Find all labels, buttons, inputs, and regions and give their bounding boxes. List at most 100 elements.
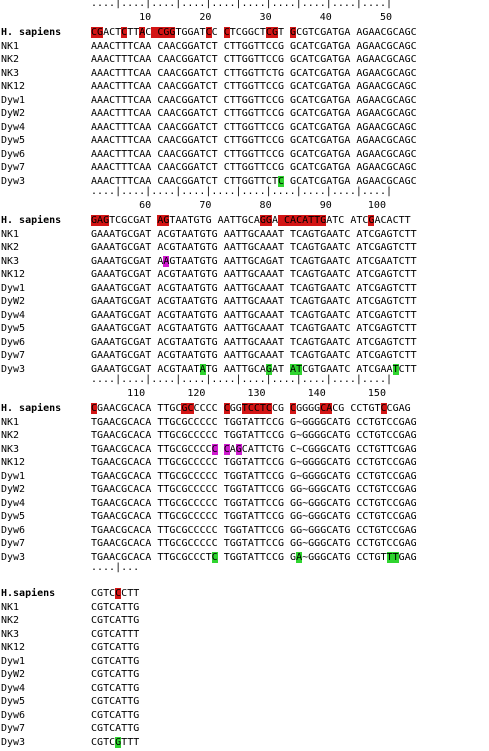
sequence-row: GAAATGCGAT ACGTAATGTG AATTGCAAAT TCAGTGA…	[91, 309, 417, 321]
highlighted-base: G	[169, 27, 176, 38]
sequence-row: AAACTTTCAA CAACGGATCT CTTGGTTCCG GCATCGA…	[91, 40, 417, 52]
highlighted-base: C	[91, 27, 98, 38]
highlighted-base: A	[290, 215, 297, 226]
species-label: Dyw5	[1, 323, 26, 334]
highlighted-base: G	[91, 215, 98, 226]
highlighted-base: A	[199, 363, 206, 375]
highlighted-base: A	[302, 215, 309, 226]
highlighted-base: G	[320, 215, 327, 226]
species-label: Dyw4	[1, 682, 26, 694]
sequence-row: GAAATGCGAT ACGTAATGTG AATTGCAAAT TCAGTGA…	[91, 350, 417, 361]
highlighted-base: C	[211, 551, 218, 563]
sequence-row: TGAACGCACA TTGCGCCCCC TGGTATTCCG GG~GGGC…	[91, 497, 417, 509]
highlighted-base: G	[259, 215, 266, 226]
species-label: NK12	[1, 269, 26, 280]
ruler-ticks: ....|...	[91, 562, 140, 573]
highlighted-base: C	[277, 175, 284, 187]
species-label: Dyw6	[1, 709, 26, 721]
highlighted-base: G	[97, 27, 104, 38]
species-label: Dyw7	[1, 162, 26, 173]
sequence-row: CGTCATTT	[91, 628, 140, 640]
sequence-row: CGTCATTG	[91, 669, 140, 680]
ruler-number: 20	[199, 12, 212, 23]
highlighted-base	[277, 215, 284, 226]
sequence-row: AAACTTTCAA CAACGGATCT CTTGGTTCCG GCATCGA…	[91, 54, 417, 65]
highlighted-base: C	[320, 403, 327, 414]
sequence-row: GAAATGCGAT ACGTAATGTG AATTGCAAAT TCAGTGA…	[91, 242, 417, 253]
ruler-number: 140	[307, 388, 326, 399]
ruler-number: 70	[199, 200, 212, 211]
species-label: Dyw4	[1, 497, 26, 509]
sequence-row: GAAATGCGAT ACGTAATGTG AATTGCAAAT TCAGTGA…	[91, 296, 417, 307]
sequence-row: AAACTTTCAA CAACGGATCT CTTGGTTCTC GCATCGA…	[91, 175, 417, 187]
sequence-row: GAAATGCGAT ACGTAATATG AATTGCAGAT ATCGTGA…	[91, 363, 417, 375]
sequence-row: GAAATGCGAT ACGTAATGTG AATTGCAAAT TCAGTGA…	[91, 336, 417, 348]
highlighted-base: T	[241, 403, 248, 414]
sequence-row: CGAACGCACA TTGCGCCCCC CGGTCCTCCG CGGGGCA…	[91, 403, 411, 414]
sequence-row: CGACTCTTAC CGGTGGATCC CTCGGCTCGT GCGTCGA…	[91, 27, 417, 38]
highlighted-base: T	[392, 363, 399, 375]
highlighted-base: T	[386, 551, 393, 563]
sequence-row: CGTCATTG	[91, 601, 140, 613]
highlighted-base: A	[326, 403, 333, 414]
sequence-row: CGTCATTG	[91, 696, 140, 707]
species-label: NK1	[1, 228, 20, 240]
species-label: NK12	[1, 642, 26, 653]
species-label: Dyw5	[1, 135, 26, 146]
highlighted-base: G	[271, 27, 278, 38]
species-label: NK3	[1, 67, 20, 79]
sequence-row: GAAATGCGAT AAGTAATGTG AATTGCAGAT TCAGTGA…	[91, 255, 417, 267]
sequence-row: TGAACGCACA TTGCGCCCTC TGGTATTCCG GA~GGGC…	[91, 551, 417, 563]
sequence-row: AAACTTTCAA CAACGGATCT CTTGGTTCTG GCATCGA…	[91, 67, 417, 79]
ruler-number: 40	[319, 12, 332, 23]
ruler-number: 30	[259, 12, 272, 23]
highlighted-base: C	[187, 403, 194, 414]
highlighted-base: G	[181, 403, 188, 414]
species-label: Dyw1	[1, 470, 26, 482]
sequence-row: GAAATGCGAT ACGTAATGTG AATTGCAAAT TCAGTGA…	[91, 323, 417, 334]
species-label: Dyw7	[1, 350, 26, 361]
highlighted-base: G	[290, 27, 297, 38]
species-label: Dyw3	[1, 551, 26, 563]
sequence-row: GAGTCGCGAT AGTAATGTG AATTGCAGGA CACATTGA…	[91, 215, 411, 226]
highlighted-base: C	[223, 403, 230, 414]
highlighted-base: C	[265, 27, 272, 38]
ruler-number: 10	[139, 12, 152, 23]
sequence-row: TGAACGCACA TTGCGCCCCC TGGTATTCCG G~GGGGC…	[91, 430, 417, 441]
sequence-row: CGTCCCTT	[91, 588, 140, 599]
sequence-row: AAACTTTCAA CAACGGATCT CTTGGTTCCG GCATCGA…	[91, 81, 417, 92]
highlighted-base: T	[392, 551, 399, 563]
species-label: NK12	[1, 81, 26, 92]
sequence-row: CGTCATTG	[91, 709, 140, 721]
highlighted-base: G	[115, 736, 122, 748]
species-label: NK3	[1, 255, 20, 267]
sequence-row: TGAACGCACA TTGCGCCCCC CAGCATTCTG C~CGGGC…	[91, 443, 417, 455]
species-label: NK2	[1, 430, 20, 441]
highlighted-base: A	[139, 27, 146, 38]
highlighted-base: G	[163, 27, 170, 38]
species-label: NK12	[1, 457, 26, 468]
highlighted-base: C	[380, 403, 387, 414]
sequence-row: CGTCATTG	[91, 723, 140, 734]
species-label: Dyw1	[1, 94, 26, 106]
sequence-row: CGTCATTG	[91, 615, 140, 626]
highlighted-base: T	[259, 403, 266, 414]
highlighted-base: C	[253, 403, 260, 414]
ruler-number: 150	[367, 388, 386, 399]
highlighted-base: C	[284, 215, 291, 226]
species-label: DyW2	[1, 108, 26, 119]
highlighted-base: C	[290, 403, 297, 414]
sequence-row: TGAACGCACA TTGCGCCCCC TGGTATTCCG GG~GGGC…	[91, 511, 417, 522]
sequence-row: TGAACGCACA TTGCGCCCCC TGGTATTCCG G~GGGGC…	[91, 457, 417, 468]
ruler-number: 60	[139, 200, 152, 211]
highlighted-base: G	[163, 215, 170, 226]
highlighted-base: C	[296, 215, 303, 226]
highlighted-base: T	[314, 215, 321, 226]
highlighted-base: C	[91, 403, 98, 414]
species-label: H. sapiens	[1, 403, 62, 414]
species-label: H. sapiens	[1, 27, 62, 38]
sequence-row: TGAACGCACA TTGCGCCCCC TGGTATTCCG GG~GGGC…	[91, 538, 417, 549]
highlighted-base: C	[211, 443, 218, 455]
species-label: DyW2	[1, 669, 26, 680]
